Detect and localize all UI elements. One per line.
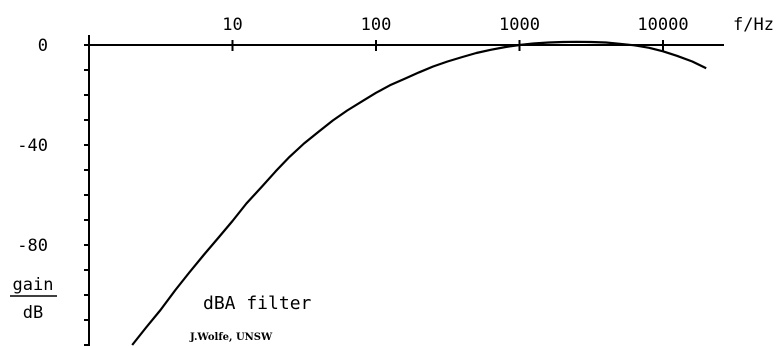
x-tick-label: 100	[361, 15, 392, 35]
y-axis-label-top: gain	[13, 275, 54, 295]
x-axis-label: f/Hz	[733, 15, 774, 35]
labels: f/Hz gain dB dBA filter J.Wolfe, UNSW	[10, 15, 774, 343]
x-tick-label: 1000	[499, 15, 540, 35]
y-tick-label: 0	[38, 36, 48, 56]
gain-curve	[131, 40, 707, 346]
y-axis: 0 -40 -80	[17, 35, 90, 346]
y-tick-label: -40	[17, 136, 48, 156]
y-tick-label: -80	[17, 236, 48, 256]
x-tick-label: 10	[222, 15, 242, 35]
x-tick-label: 10000	[637, 15, 688, 35]
credit-text: J.Wolfe, UNSW	[189, 332, 273, 343]
y-axis-label-bottom: dB	[23, 303, 43, 323]
chart-title: dBA filter	[203, 293, 312, 314]
series	[131, 40, 707, 346]
x-axis: 10 100 1000 10000	[89, 15, 724, 51]
